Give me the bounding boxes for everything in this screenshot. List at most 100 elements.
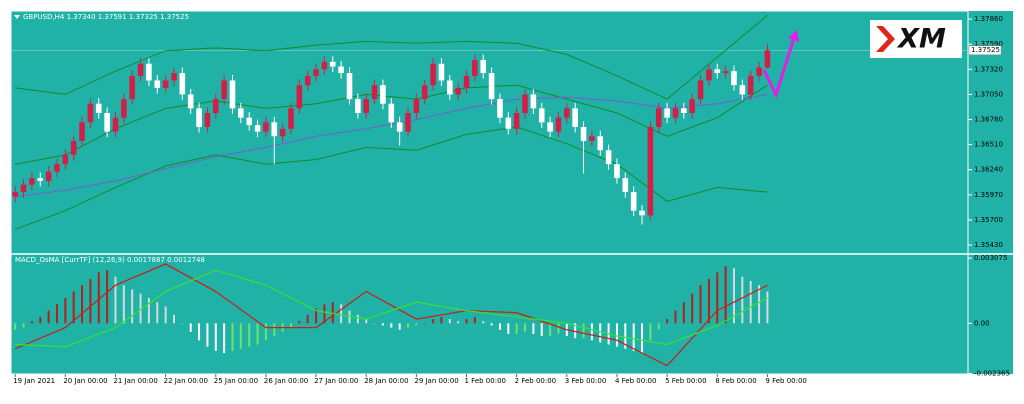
candle-body: [263, 122, 269, 132]
x-tick-label: 5 Feb 00:00: [665, 377, 706, 385]
candle-body: [714, 69, 721, 74]
histogram-bar: [72, 291, 75, 324]
candle-body: [79, 122, 85, 141]
candle-body: [37, 178, 44, 181]
histogram-bar: [440, 316, 443, 324]
histogram-bar: [615, 323, 618, 347]
candle-body: [630, 192, 637, 211]
candle-body: [329, 61, 336, 67]
candle-body: [530, 94, 537, 109]
y-tick-label: 1.35700: [974, 216, 1003, 224]
candle-body: [538, 108, 545, 123]
histogram-bar: [356, 314, 359, 324]
histogram-bar: [264, 323, 267, 341]
histogram-bar: [47, 310, 50, 324]
forecast-arrow: [762, 30, 799, 100]
candle-body: [430, 63, 436, 86]
indicator-line: [15, 126, 768, 230]
candle-body: [472, 60, 478, 76]
candle-body: [196, 108, 202, 127]
histogram-bar: [641, 323, 644, 354]
candle-body: [187, 94, 194, 109]
histogram-bar: [507, 323, 510, 334]
histogram-bar: [682, 302, 685, 324]
candle-body: [162, 80, 169, 88]
x-tick-label: 25 Jan 00:00: [214, 377, 258, 385]
x-tick-label: 26 Jan 00:00: [264, 377, 308, 385]
candle-body: [29, 178, 35, 185]
candle-body: [689, 99, 695, 114]
chart-background: [11, 11, 1013, 374]
histogram-bar: [624, 323, 627, 349]
histogram-bar: [164, 306, 167, 324]
candle-body: [129, 75, 135, 100]
histogram-bar: [223, 323, 226, 354]
candle-body: [54, 164, 60, 172]
candle-body: [288, 108, 294, 129]
candle-body: [564, 108, 570, 118]
histogram-bar: [398, 323, 401, 330]
histogram-bar: [724, 266, 727, 324]
histogram-bar: [89, 278, 92, 324]
candle-body: [246, 117, 253, 126]
histogram-bar: [97, 272, 100, 324]
candle-body: [706, 69, 712, 81]
histogram-bar: [331, 302, 334, 324]
candle-body: [179, 73, 186, 95]
histogram-bar: [306, 314, 309, 324]
histogram-bar: [315, 308, 318, 324]
histogram-bar: [432, 319, 435, 324]
candle-body: [580, 126, 587, 141]
histogram-bar: [198, 323, 201, 341]
histogram-bar: [758, 285, 761, 324]
last-price-label: 1.37525: [971, 46, 1000, 54]
candle-body: [647, 126, 654, 216]
candle-body: [20, 184, 27, 193]
histogram-bar: [340, 304, 343, 324]
candle-body: [137, 63, 144, 76]
candle-body: [697, 80, 704, 100]
time-axis-area: [11, 374, 1013, 388]
candle-body: [681, 108, 687, 114]
candle-body: [614, 164, 620, 179]
histogram-bar: [657, 323, 660, 330]
histogram-bar: [365, 319, 368, 324]
candle-body: [639, 210, 645, 216]
histogram-bar: [156, 302, 159, 324]
x-tick-label: 27 Jan 00:00: [314, 377, 358, 385]
candle-body: [513, 113, 520, 129]
x-tick-label: 28 Jan 00:00: [364, 377, 408, 385]
y-tick-label: 1.37590: [974, 40, 1003, 48]
x-tick-label: 21 Jan 00:00: [113, 377, 157, 385]
candle-body: [238, 108, 244, 118]
histogram-bar: [766, 291, 769, 324]
macd-line: [14, 263, 768, 367]
logo-text: XM: [896, 24, 946, 55]
x-tick-label: 19 Jan 2021: [13, 377, 55, 385]
candle-body: [421, 85, 428, 100]
histogram-bar: [139, 293, 142, 324]
candle-body: [731, 71, 737, 86]
histogram-bar: [64, 297, 67, 324]
candle-body: [722, 71, 729, 74]
candle-body: [380, 85, 386, 104]
histogram-bar: [231, 323, 234, 351]
y-tick-label: 1.36240: [974, 166, 1003, 174]
histogram-bar: [189, 323, 192, 332]
y-tick-label: 1.37050: [974, 90, 1003, 98]
candle-body: [672, 108, 679, 118]
candle-body: [739, 85, 746, 95]
histogram-bar: [373, 323, 376, 324]
candle-body: [104, 113, 110, 132]
candle-body: [221, 80, 227, 100]
arrow-head: [788, 30, 799, 42]
candle-body: [62, 154, 69, 165]
x-tick-label: 9 Feb 00:00: [765, 377, 806, 385]
candle-body: [764, 50, 771, 68]
histogram-bar: [298, 321, 301, 324]
x-tick-label: 22 Jan 00:00: [164, 377, 208, 385]
histogram-bar: [524, 323, 527, 332]
histogram-bar: [181, 323, 184, 324]
candle-body: [121, 99, 127, 118]
candle-body: [346, 73, 353, 100]
